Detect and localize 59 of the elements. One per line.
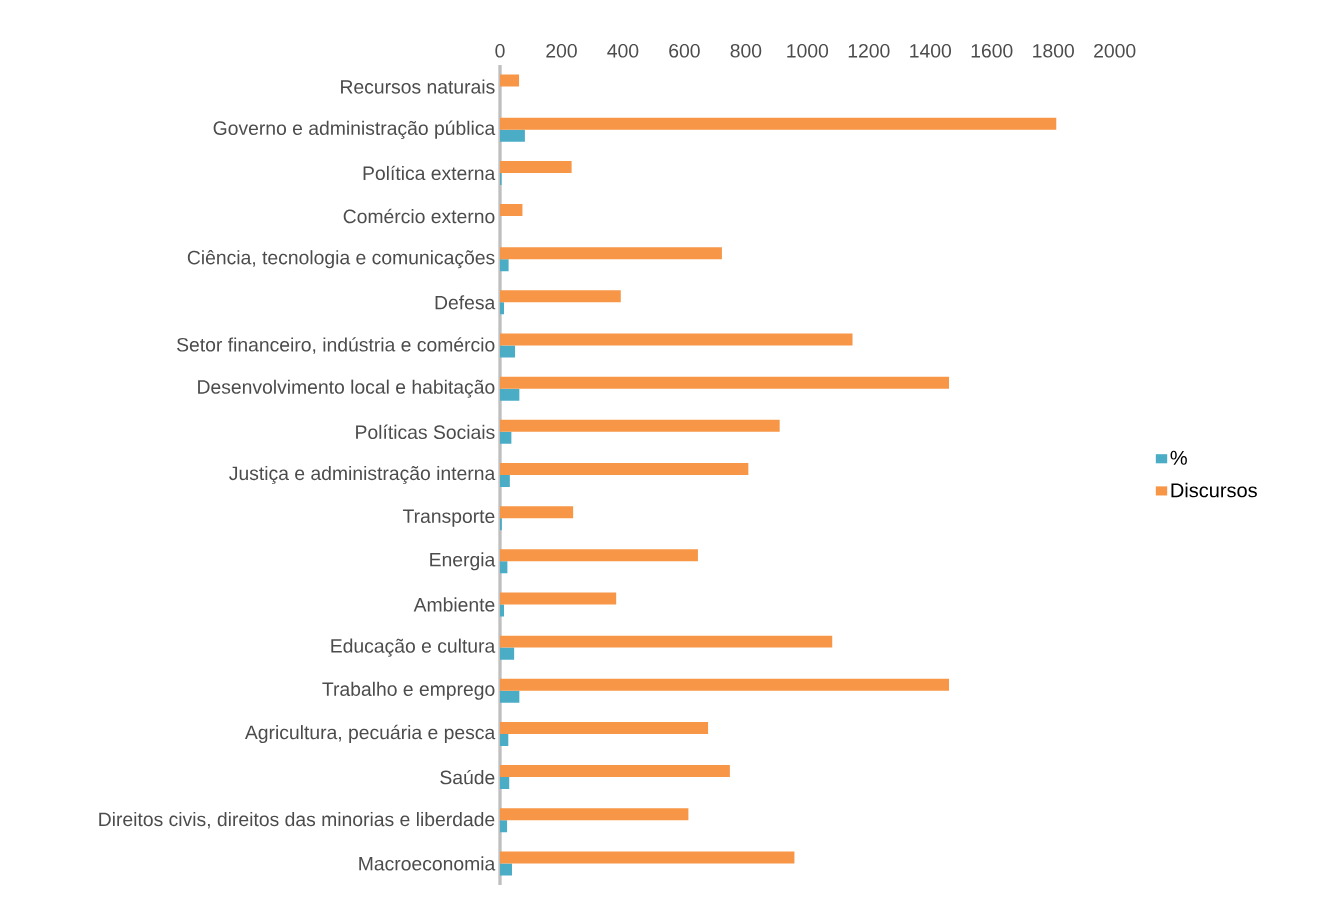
- x-tick-label: 2000: [1094, 43, 1136, 58]
- x-tick-label: 400: [607, 43, 639, 58]
- x-tick-label: 0: [495, 43, 505, 58]
- x-tick-label: 1800: [1033, 43, 1074, 58]
- y-tick-label: Ambiente: [413, 597, 495, 612]
- bar: [500, 290, 621, 303]
- x-tick-label: 1400: [910, 43, 952, 58]
- x-tick-label: 200: [546, 43, 577, 58]
- bar: [500, 475, 510, 487]
- x-tick-label: 600: [669, 43, 700, 58]
- bar: [500, 678, 950, 691]
- y-tick-label: Defesa: [435, 295, 496, 310]
- legend-label: Discursos: [1171, 482, 1257, 498]
- x-tick-label: 1200: [848, 43, 890, 58]
- x-tick-label: 800: [730, 43, 762, 58]
- bar: [500, 204, 523, 217]
- bar: [500, 506, 574, 519]
- bar: [500, 721, 709, 734]
- y-tick-label: Justiça e administração interna: [229, 465, 496, 485]
- x-tick-label: 1600: [971, 43, 1013, 58]
- bar: [500, 129, 525, 142]
- bar: [500, 345, 516, 358]
- bar: [500, 74, 520, 87]
- y-tick-label: Energia: [430, 552, 496, 571]
- y-tick-label: Setor financeiro, indústria e comércio: [177, 337, 495, 354]
- legend-label: %: [1170, 450, 1187, 465]
- x-tick-label: 1000: [787, 43, 829, 58]
- bar: [500, 376, 950, 389]
- y-tick-label: Saúde: [440, 769, 495, 785]
- bar: [500, 549, 698, 562]
- bar: [500, 765, 730, 778]
- bar: [500, 635, 833, 648]
- y-tick-label: Política externa: [363, 165, 496, 181]
- y-tick-label: Governo e administração pública: [213, 120, 496, 139]
- bar: [500, 388, 520, 401]
- y-tick-label: Trabalho e emprego: [322, 681, 495, 700]
- y-tick-label: Ciência, tecnologia e comunicações: [187, 250, 495, 269]
- bar: [500, 333, 853, 346]
- y-tick-label: Agricultura, pecuária e pesca: [244, 724, 496, 744]
- bar: [500, 690, 520, 703]
- y-tick-label: Educação e cultura: [331, 638, 496, 657]
- bar: [500, 259, 509, 272]
- y-tick-label: Desenvolvimento local e habitação: [198, 379, 495, 398]
- y-tick-label: Políticas Sociais: [356, 424, 495, 440]
- bar: [500, 419, 780, 432]
- bar: [500, 160, 572, 173]
- bar: [500, 863, 512, 876]
- bar: [500, 851, 795, 864]
- y-tick-label: Transporte: [402, 509, 495, 527]
- y-tick-label: Recursos naturais: [341, 79, 495, 94]
- bar: [500, 592, 617, 605]
- bar: [500, 117, 1057, 130]
- bar: [500, 247, 722, 260]
- bar: [500, 647, 515, 660]
- y-tick-label: Macroeconomia: [359, 856, 496, 871]
- bar: [500, 462, 749, 475]
- y-tick-label: Direitos civis, direitos das minorias e liberdade: [99, 812, 495, 829]
- bar: [500, 808, 689, 821]
- y-tick-label: Comércio externo: [343, 208, 495, 224]
